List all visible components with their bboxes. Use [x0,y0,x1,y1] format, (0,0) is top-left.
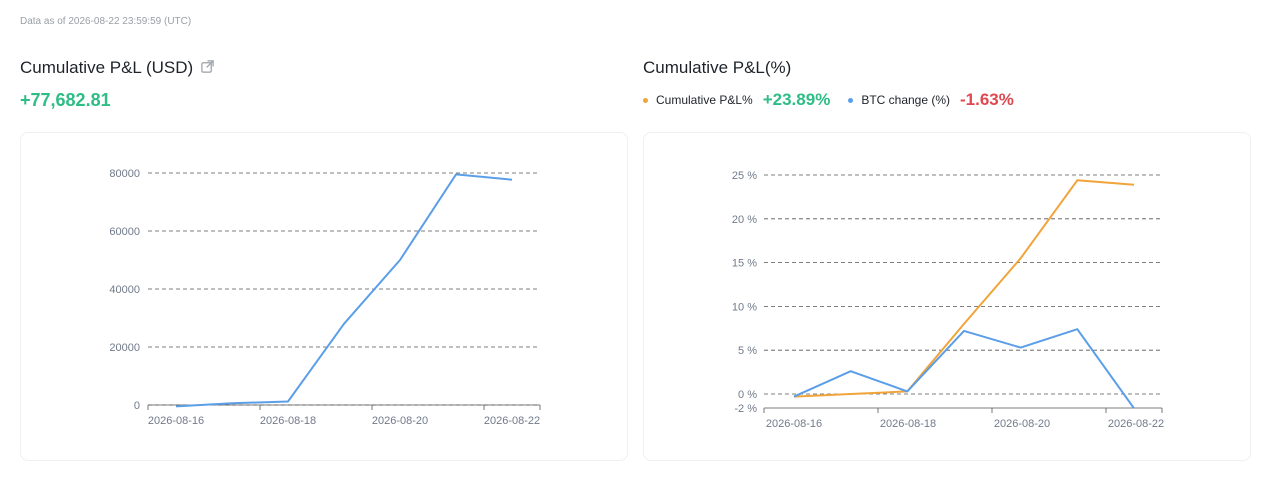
y-tick-label: 20 % [732,214,757,226]
x-tick-label: 2026-08-22 [484,415,540,427]
x-tick-label: 2026-08-18 [260,415,316,427]
x-tick-label: 2026-08-18 [880,418,936,430]
series-line-primary [793,179,1135,398]
series-line-primary [175,173,513,408]
legend-label-cumulative: Cumulative P&L% [656,93,753,107]
series-line-secondary [793,328,1135,409]
x-tick-label: 2026-08-22 [1108,418,1164,430]
y-tick-label: 10 % [732,301,757,313]
pct-legend: Cumulative P&L% +23.89% BTC change (%) -… [643,90,1014,110]
y-tick-label: 60000 [109,226,140,238]
y-tick-label: 20000 [109,342,140,354]
y-tick-label: 40000 [109,284,140,296]
usd-chart-card [20,132,628,461]
usd-pnl-value: +77,682.81 [20,90,111,110]
pct-chart-card [643,132,1251,461]
y-tick-label: 25 % [732,170,757,182]
y-tick-label: 0 % [738,389,757,401]
legend-dot-cumulative [643,97,648,103]
y-tick-label: 0 [134,400,140,412]
usd-line-chart: 0 20000 40000 60000 80000 2026-08-16 2026-08-1… [109,168,541,427]
legend-value-cumulative: +23.89% [762,90,831,109]
y-tick-label: 80000 [109,168,140,180]
data-timestamp: Data as of 2026-08-22 23:59:59 (UTC) [20,16,192,27]
y-tick-label: 15 % [732,258,757,270]
y-tick-label: 5 % [738,345,757,357]
usd-panel-title: Cumulative P&L (USD) [20,58,194,77]
x-tick-label: 2026-08-16 [148,415,204,427]
pct-panel-title: Cumulative P&L(%) [643,58,792,77]
x-tick-label: 2026-08-20 [994,418,1050,430]
legend-label-btc: BTC change (%) [861,93,951,107]
legend-value-btc: -1.63% [960,90,1014,109]
legend-dot-btc [848,97,854,103]
external-link-icon[interactable] [200,59,215,74]
x-tick-label: 2026-08-16 [766,418,822,430]
y-tick-label: -2 % [734,403,757,415]
x-tick-label: 2026-08-20 [372,415,428,427]
